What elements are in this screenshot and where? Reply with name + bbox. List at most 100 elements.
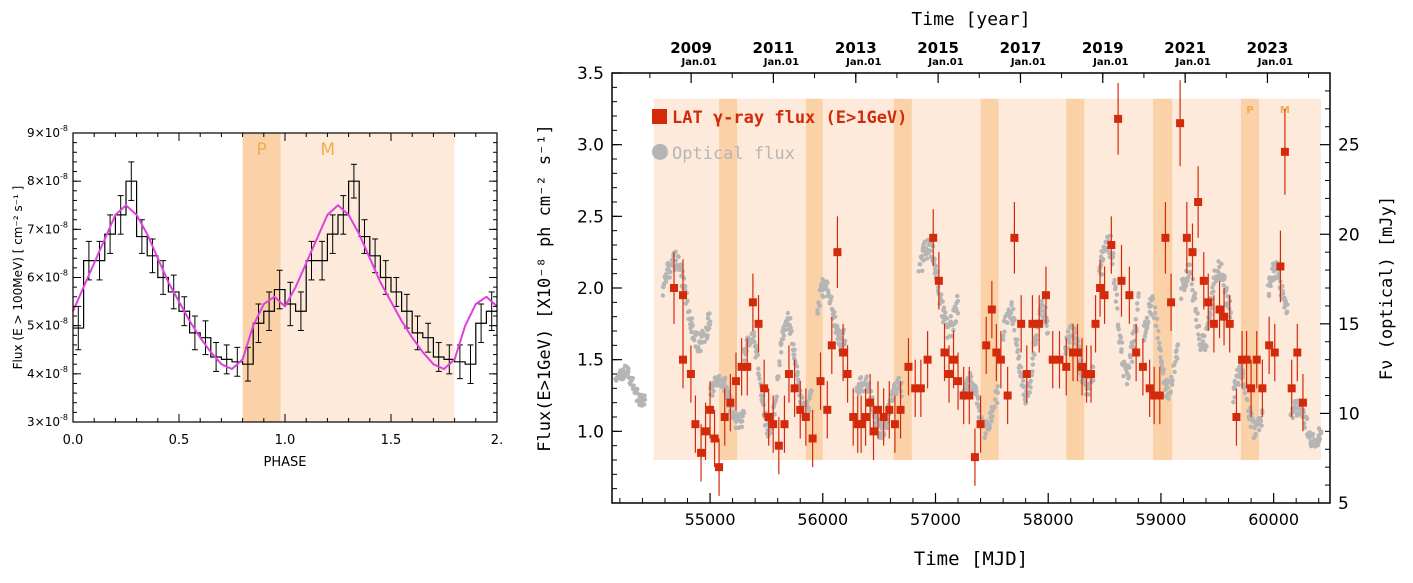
optical-point: [1124, 381, 1130, 387]
optical-point: [1113, 299, 1119, 304]
right-y-tick-label: 20: [1338, 225, 1360, 245]
optical-point: [774, 394, 779, 399]
optical-point: [1099, 272, 1105, 277]
optical-point: [1186, 275, 1191, 280]
y-axis-label-right: Fν (optical) [mJy]: [1377, 196, 1397, 380]
gamma-point: [731, 377, 740, 386]
optical-point: [1111, 251, 1116, 256]
optical-point: [815, 308, 820, 313]
gamma-point: [726, 398, 735, 407]
optical-point: [1231, 399, 1236, 405]
x-tick-label: 55000: [685, 510, 736, 529]
optical-point: [1011, 306, 1016, 312]
gamma-point: [1270, 348, 1279, 357]
x-tick-label: 1.5: [381, 433, 402, 448]
optical-point: [795, 372, 800, 378]
optical-point: [1032, 352, 1037, 357]
optical-point: [993, 397, 998, 402]
optical-point: [944, 316, 950, 321]
optical-point: [1172, 369, 1177, 375]
optical-point: [673, 258, 678, 263]
optical-point: [955, 311, 961, 316]
x-tick-label: 2.: [491, 433, 503, 448]
optical-point: [806, 405, 811, 410]
gamma-point: [911, 384, 920, 393]
optical-point: [974, 389, 979, 394]
optical-point: [916, 269, 921, 274]
optical-point: [1304, 416, 1310, 421]
gamma-point: [839, 348, 848, 357]
optical-point: [1130, 359, 1135, 364]
year-tick-label: 2017: [1000, 39, 1042, 57]
optical-point: [1318, 431, 1324, 436]
optical-point: [1159, 364, 1164, 369]
gamma-point: [1117, 276, 1126, 285]
gamma-point: [1035, 319, 1044, 328]
optical-point: [1268, 283, 1273, 289]
optical-point: [1216, 259, 1221, 264]
optical-point: [992, 404, 997, 409]
x-tick-label: 60000: [1248, 510, 1299, 529]
optical-point: [1236, 382, 1241, 387]
optical-point: [779, 341, 784, 347]
optical-point: [823, 284, 829, 289]
optical-point: [1030, 362, 1036, 367]
phase-folded-chart: P M 0.0 0.5 1.0 1.5 2. 3×10-8 4×10-8 5×10-8 6×10-8…: [11, 124, 503, 470]
band-label-m: M: [320, 140, 335, 160]
gamma-point: [976, 420, 985, 429]
optical-point: [1310, 431, 1316, 437]
optical-point: [828, 298, 833, 303]
optical-point: [1090, 364, 1096, 370]
optical-point: [631, 383, 636, 388]
optical-point: [1111, 281, 1117, 286]
optical-point: [1121, 373, 1126, 379]
optical-point: [1091, 378, 1096, 383]
optical-point: [955, 298, 961, 304]
gamma-point: [686, 370, 695, 378]
optical-point: [968, 374, 974, 379]
optical-point: [1317, 436, 1322, 441]
optical-point: [1039, 298, 1044, 304]
year-tick-sublabel: Jan.01: [1175, 57, 1211, 68]
optical-point: [841, 327, 846, 332]
gamma-point: [1220, 312, 1229, 321]
optical-point: [1195, 311, 1200, 316]
optical-point: [990, 414, 995, 419]
optical-point: [1196, 323, 1202, 329]
gamma-point: [816, 377, 825, 386]
gamma-point: [1055, 355, 1064, 364]
optical-point: [882, 432, 887, 437]
year-tick-sublabel: Jan.01: [845, 57, 881, 68]
optical-point: [1257, 427, 1262, 433]
year-tick-sublabel: Jan.01: [1092, 57, 1128, 68]
optical-point: [982, 435, 987, 440]
optical-point: [630, 375, 635, 381]
optical-point: [660, 293, 666, 298]
optical-point: [669, 257, 675, 263]
optical-point: [1143, 330, 1148, 335]
x-tick-label: 0.5: [169, 433, 190, 448]
optical-point: [1189, 282, 1194, 287]
optical-point: [1222, 274, 1227, 279]
optical-point: [1146, 319, 1151, 325]
optical-point: [984, 419, 989, 424]
optical-point: [692, 337, 697, 343]
y-tick-label: 7×10-8: [27, 220, 68, 236]
optical-point: [1128, 355, 1133, 360]
optical-point: [661, 284, 666, 290]
optical-point: [1185, 278, 1190, 284]
optical-point: [1135, 307, 1140, 312]
gamma-point: [1022, 370, 1031, 378]
gamma-point: [1073, 348, 1082, 357]
optical-point: [1154, 323, 1159, 329]
gamma-point: [896, 405, 905, 414]
optical-point: [1113, 286, 1118, 292]
gamma-point: [1087, 370, 1096, 378]
x-tick-label: 56000: [797, 510, 848, 529]
optical-point: [753, 343, 758, 348]
optical-point: [1144, 325, 1150, 330]
optical-point: [807, 409, 812, 414]
optical-point: [706, 326, 712, 331]
optical-point: [1027, 390, 1032, 395]
optical-point: [1116, 327, 1121, 332]
